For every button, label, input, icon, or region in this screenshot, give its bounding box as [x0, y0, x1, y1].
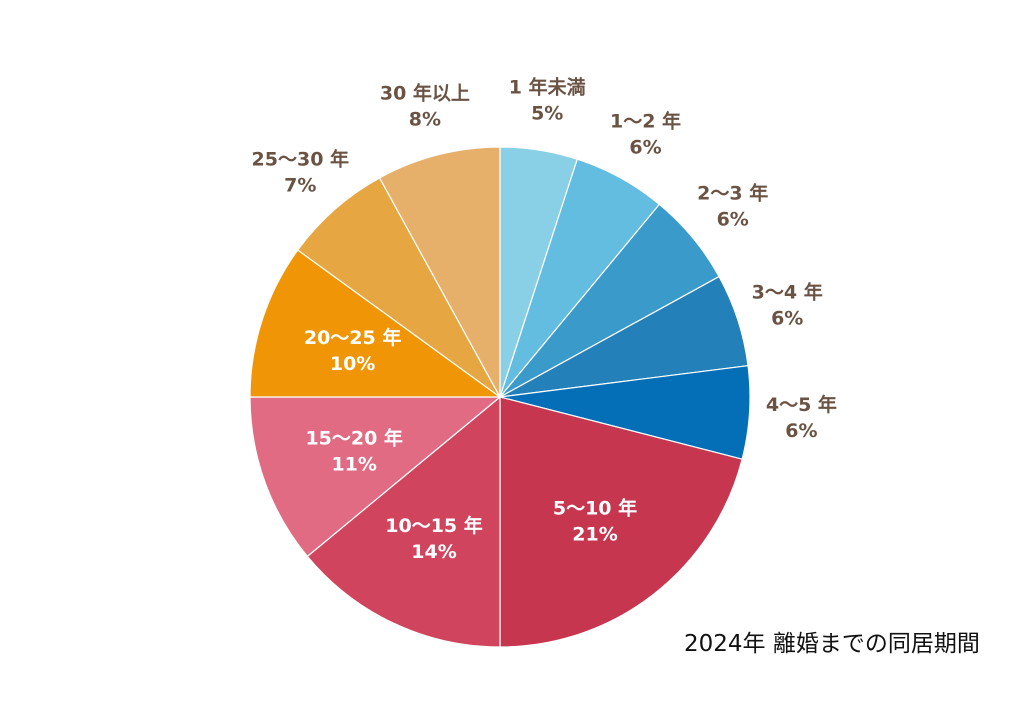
slice-category-label: 2～3 年 [697, 182, 768, 205]
chart-caption: 2024年 離婚までの同居期間 [684, 631, 980, 657]
slice-label: 5～10 年 21% [553, 497, 637, 546]
slice-category-label: 20～25 年 [304, 326, 402, 349]
slice-label: 20～25 年 10% [304, 326, 402, 375]
slice-label: 3～4 年 6% [752, 281, 823, 330]
pie-slice [249, 249, 502, 398]
slice-percent-label: 6% [629, 136, 661, 158]
pie-slice [499, 396, 743, 648]
slice-label: 30 年以上 8% [380, 82, 470, 131]
slice-category-label: 3～4 年 [752, 281, 823, 304]
pie-slice [296, 177, 501, 398]
slice-percent-label: 6% [771, 308, 803, 330]
pie-slice [249, 396, 502, 558]
slice-label: 1 年未満 5% [509, 76, 586, 125]
slice-category-label: 15～20 年 [305, 427, 403, 450]
slice-percent-label: 5% [531, 103, 563, 125]
slice-category-label: 5～10 年 [553, 497, 637, 520]
slice-label: 10～15 年 14% [385, 514, 483, 563]
slice-percent-label: 10% [330, 353, 375, 375]
slice-label: 15～20 年 11% [305, 427, 403, 476]
slice-label: 2～3 年 6% [697, 182, 768, 231]
pie-slice [306, 395, 501, 648]
slice-percent-label: 6% [785, 420, 817, 442]
slice-percent-label: 8% [409, 109, 441, 131]
slice-category-label: 4～5 年 [766, 393, 837, 416]
slice-label: 25～30 年 7% [252, 148, 350, 197]
pie-labels: 1 年未満 5% 1～2 年 6% 2～3 年 6% 3～4 年 6% 4～5 年 6% 5～10 … [252, 76, 837, 564]
slice-percent-label: 6% [717, 209, 749, 231]
slice-percent-label: 14% [411, 541, 456, 563]
slice-category-label: 1～2 年 [610, 109, 681, 132]
slice-percent-label: 11% [331, 454, 376, 476]
pie-slices [249, 146, 751, 648]
slice-percent-label: 21% [572, 524, 617, 546]
slice-category-label: 30 年以上 [380, 82, 470, 105]
pie-slice [378, 146, 501, 398]
slice-category-label: 10～15 年 [385, 514, 483, 537]
slice-percent-label: 7% [284, 175, 316, 197]
slice-category-label: 25～30 年 [252, 148, 350, 171]
slice-category-label: 1 年未満 [509, 76, 586, 99]
slice-label: 1～2 年 6% [610, 109, 681, 158]
slice-label: 4～5 年 6% [766, 393, 837, 442]
